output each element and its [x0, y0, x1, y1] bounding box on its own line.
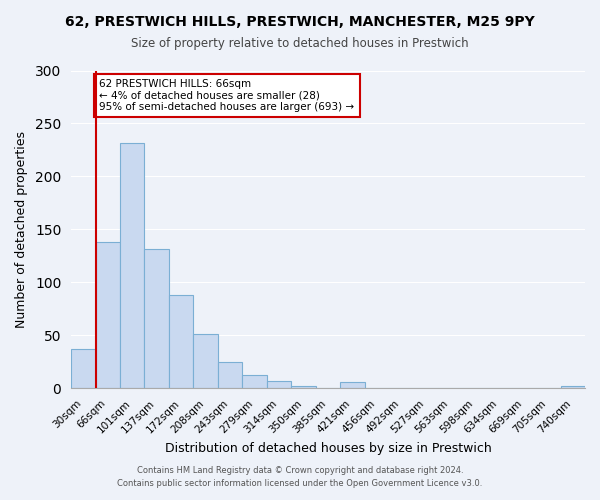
- Bar: [193, 334, 218, 388]
- Text: 62, PRESTWICH HILLS, PRESTWICH, MANCHESTER, M25 9PY: 62, PRESTWICH HILLS, PRESTWICH, MANCHEST…: [65, 15, 535, 29]
- Bar: [242, 374, 267, 388]
- Bar: [71, 350, 95, 389]
- Bar: [95, 242, 120, 388]
- Bar: [292, 386, 316, 388]
- Bar: [169, 295, 193, 388]
- Text: 62 PRESTWICH HILLS: 66sqm
← 4% of detached houses are smaller (28)
95% of semi-d: 62 PRESTWICH HILLS: 66sqm ← 4% of detach…: [99, 79, 355, 112]
- Bar: [560, 386, 585, 388]
- Bar: [120, 142, 145, 388]
- Bar: [218, 362, 242, 388]
- X-axis label: Distribution of detached houses by size in Prestwich: Distribution of detached houses by size …: [164, 442, 491, 455]
- Bar: [267, 381, 292, 388]
- Bar: [340, 382, 365, 388]
- Bar: [145, 248, 169, 388]
- Text: Contains HM Land Registry data © Crown copyright and database right 2024.
Contai: Contains HM Land Registry data © Crown c…: [118, 466, 482, 487]
- Y-axis label: Number of detached properties: Number of detached properties: [15, 131, 28, 328]
- Text: Size of property relative to detached houses in Prestwich: Size of property relative to detached ho…: [131, 38, 469, 51]
